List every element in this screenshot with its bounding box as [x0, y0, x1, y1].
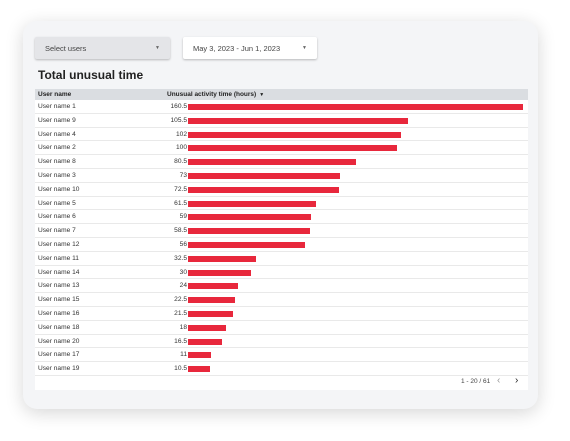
time-bar [188, 283, 239, 290]
user-name-cell: User name 17 [38, 351, 80, 359]
table-row[interactable]: User name 18 18 [35, 321, 528, 335]
time-value-cell: 32.5 [174, 254, 187, 262]
time-bar [188, 117, 409, 124]
date-range-label: May 3, 2023 - Jun 1, 2023 [193, 43, 281, 53]
table-row[interactable]: User name 2 100 [35, 141, 528, 156]
table-row[interactable]: User name 6 59 [35, 210, 528, 225]
time-value-cell: 102 [175, 130, 187, 138]
table-row[interactable]: User name 19 10.5 [35, 362, 528, 376]
time-value-cell: 18 [179, 323, 187, 331]
user-name-cell: User name 12 [38, 241, 80, 248]
select-users-dropdown[interactable]: Select users ▼ [35, 37, 170, 59]
previous-page-icon[interactable]: ‹ [497, 375, 501, 386]
table-row[interactable]: User name 16 21.5 [35, 307, 528, 321]
time-bar [188, 366, 210, 373]
time-bar [188, 338, 223, 345]
table-row[interactable]: User name 9 105.5 [35, 114, 528, 128]
time-value-cell: 22.5 [174, 296, 187, 304]
page-title: Total unusual time [38, 68, 144, 82]
table-row[interactable]: User name 14 30 [35, 266, 528, 280]
column-header-user[interactable]: User name [38, 91, 72, 98]
time-bar [188, 186, 340, 193]
user-name-cell: User name 1 [38, 103, 76, 110]
user-name-cell: User name 14 [38, 268, 80, 276]
table-row[interactable]: User name 3 73 [35, 169, 528, 183]
chevron-down-icon: ▼ [155, 45, 160, 51]
time-value-cell: 80.5 [174, 158, 187, 166]
time-value-cell: 11 [180, 351, 187, 359]
user-name-cell: User name 13 [38, 282, 80, 290]
chevron-down-icon: ▼ [302, 45, 307, 51]
user-name-cell: User name 4 [38, 130, 76, 138]
user-name-cell: User name 15 [38, 296, 80, 304]
column-header-time-label: Unusual activity time (hours) [167, 91, 257, 98]
table-row[interactable]: User name 10 72.5 [35, 183, 528, 197]
time-value-cell: 16.5 [174, 337, 187, 345]
user-name-cell: User name 9 [38, 116, 76, 124]
table-row[interactable]: User name 13 24 [35, 279, 528, 294]
user-name-cell: User name 6 [38, 213, 76, 221]
time-value-cell: 56 [179, 241, 187, 248]
user-name-cell: User name 19 [38, 365, 80, 373]
time-bar [188, 214, 312, 221]
time-bar [188, 255, 256, 262]
time-bar [188, 145, 397, 152]
table-row[interactable]: User name 17 11 [35, 348, 528, 363]
time-value-cell: 24 [179, 282, 187, 290]
column-header-time[interactable]: Unusual activity time (hours) ▼ [167, 91, 264, 98]
user-name-cell: User name 18 [38, 323, 80, 331]
user-name-cell: User name 2 [38, 144, 76, 152]
time-bar [188, 324, 226, 331]
time-value-cell: 160.5 [170, 103, 187, 110]
time-value-cell: 10.5 [174, 365, 187, 373]
user-name-cell: User name 10 [38, 185, 80, 193]
sort-desc-icon: ▼ [259, 92, 265, 98]
time-value-cell: 73 [179, 172, 187, 179]
table-row[interactable]: User name 11 32.5 [35, 252, 528, 266]
time-value-cell: 105.5 [170, 116, 187, 124]
time-bar [188, 104, 523, 110]
table-row[interactable]: User name 15 22.5 [35, 293, 528, 307]
user-name-cell: User name 11 [38, 254, 79, 262]
user-name-cell: User name 16 [38, 310, 80, 317]
date-range-dropdown[interactable]: May 3, 2023 - Jun 1, 2023 ▼ [183, 37, 317, 59]
user-name-cell: User name 8 [38, 158, 76, 166]
time-value-cell: 30 [179, 268, 187, 276]
user-name-cell: User name 5 [38, 199, 76, 207]
table-row[interactable]: User name 8 80.5 [35, 155, 528, 169]
pagination: 1 - 20 / 61 ‹ › [35, 373, 528, 390]
next-page-icon[interactable]: › [515, 375, 519, 386]
table-row[interactable]: User name 20 16.5 [35, 335, 528, 349]
pagination-range: 1 - 20 / 61 [461, 378, 491, 385]
user-name-cell: User name 7 [38, 227, 76, 235]
time-value-cell: 58.5 [174, 227, 187, 235]
time-value-cell: 100 [175, 144, 187, 152]
table-row[interactable]: User name 1 160.5 [35, 100, 528, 114]
time-bar [188, 297, 235, 304]
time-bar [188, 352, 211, 359]
time-bar [188, 242, 305, 248]
time-value-cell: 21.5 [174, 310, 187, 317]
table-header: User name Unusual activity time (hours) ▼ [35, 89, 528, 100]
table-row[interactable]: User name 12 56 [35, 238, 528, 252]
select-users-label: Select users [45, 43, 87, 53]
user-name-cell: User name 20 [38, 337, 80, 345]
time-bar [188, 200, 317, 207]
time-bar [188, 228, 311, 235]
table-row[interactable]: User name 4 102 [35, 128, 528, 142]
user-name-cell: User name 3 [38, 172, 76, 179]
table-row[interactable]: User name 5 61.5 [35, 197, 528, 211]
time-bar [188, 131, 401, 138]
unusual-time-table: User name Unusual activity time (hours) ▼… [35, 89, 528, 390]
time-bar [188, 159, 357, 166]
time-bar [188, 311, 233, 317]
time-bar [188, 173, 341, 179]
time-bar [188, 269, 251, 276]
time-value-cell: 72.5 [174, 185, 187, 193]
time-value-cell: 61.5 [174, 199, 187, 207]
time-value-cell: 59 [179, 213, 187, 221]
table-row[interactable]: User name 7 58.5 [35, 224, 528, 238]
